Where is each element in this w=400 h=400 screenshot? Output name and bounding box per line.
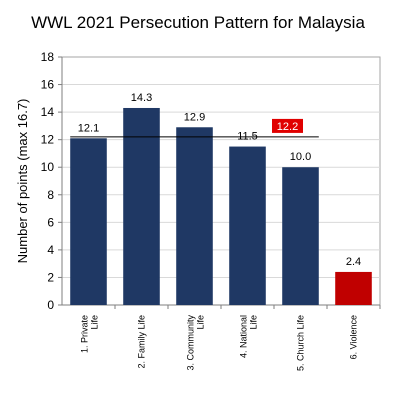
bar: [176, 127, 213, 306]
bar: [335, 271, 372, 305]
category-label-text: 1. PrivateLife: [80, 315, 100, 353]
category-label-text: 5. Church Life: [296, 315, 306, 371]
bar: [123, 107, 160, 305]
y-tick-label: 18: [41, 50, 55, 64]
bar: [70, 138, 107, 305]
category-label-text: 3. CommunityLife: [186, 315, 206, 371]
y-tick-label: 0: [47, 298, 54, 312]
average-badge: [272, 118, 303, 133]
data-label: 12.1: [78, 122, 99, 134]
category-label: 1. PrivateLife: [80, 315, 100, 353]
bar: [282, 167, 319, 305]
category-label-text: 6. Violence: [349, 315, 359, 359]
y-tick-label: 10: [41, 160, 55, 174]
bar: [229, 146, 266, 305]
category-label: 3. CommunityLife: [186, 315, 206, 371]
category-label: 2. Family Life: [137, 315, 147, 369]
data-label: 12.9: [184, 111, 205, 123]
chart-title: WWL 2021 Persecution Pattern for Malaysi…: [31, 13, 365, 32]
data-label: 2.4: [346, 256, 361, 268]
category-label-text: 2. Family Life: [137, 315, 147, 369]
plot-frame: [61, 56, 381, 306]
y-tick-label: 14: [41, 105, 55, 119]
average-label: 12.2: [277, 121, 298, 133]
category-label: 4. NationalLife: [239, 315, 259, 358]
data-label: 10.0: [290, 151, 311, 163]
category-label: 5. Church Life: [296, 315, 306, 371]
y-tick-label: 16: [41, 78, 55, 92]
y-tick-label: 6: [47, 215, 54, 229]
plot-area: 0 2 4 6 8 10 12 14 16 18 12.1 1. PrivateLife 14.3 2. …: [41, 50, 381, 371]
y-tick-label: 8: [47, 188, 54, 202]
y-axis-label: Number of points (max 16.7): [15, 99, 30, 264]
category-label: 6. Violence: [349, 315, 359, 359]
data-label: 14.3: [131, 92, 152, 104]
y-tick-label: 2: [47, 270, 54, 284]
y-tick-label: 12: [41, 133, 55, 147]
y-tick-label: 4: [47, 243, 54, 257]
category-label-text: 4. NationalLife: [239, 315, 259, 358]
